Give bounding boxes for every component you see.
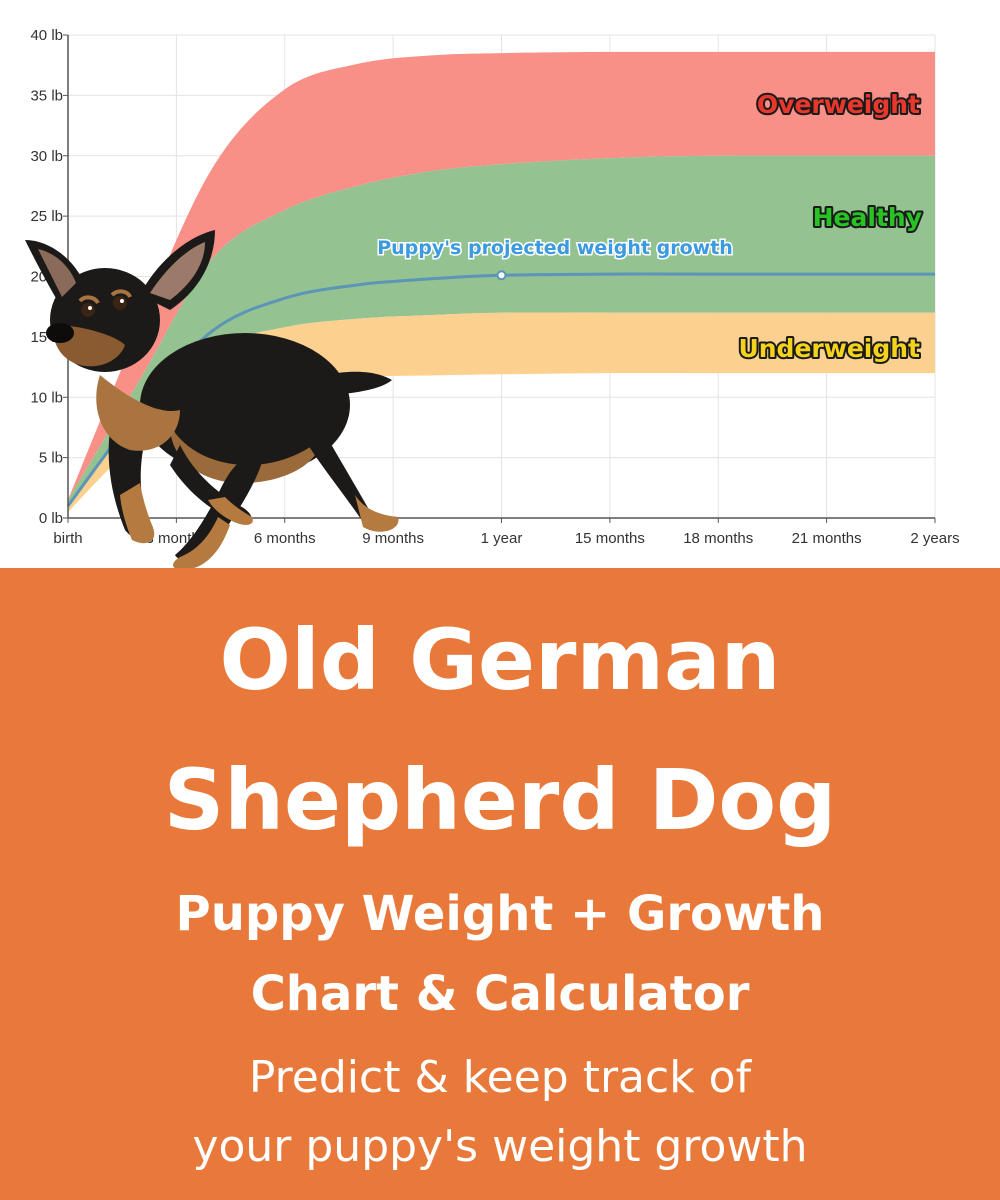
x-tick-label-4: 1 year <box>481 530 523 547</box>
title-banner: Old German Shepherd Dog Puppy Weight + G… <box>0 568 1000 1200</box>
x-tick-label-0: birth <box>53 530 82 547</box>
title-line-2: Shepherd Dog <box>163 751 837 849</box>
y-tick-label-0: 0 lb <box>39 510 63 527</box>
band-healthy <box>68 155 935 506</box>
subtitle-line-2: Chart & Calculator <box>250 966 750 1022</box>
title-line-1: Old German <box>219 611 781 709</box>
description-line-2: your puppy's weight growth <box>192 1121 808 1172</box>
x-tick-label-2: 6 months <box>254 530 316 547</box>
y-tick-label-6: 30 lb <box>30 148 63 165</box>
x-tick-label-8: 2 years <box>910 530 959 547</box>
band-overweight <box>68 51 935 500</box>
y-tick-label-1: 5 lb <box>39 450 63 467</box>
y-tick-label-2: 10 lb <box>30 389 63 406</box>
x-tick-label-5: 15 months <box>575 530 645 547</box>
description-line-1: Predict & keep track of <box>248 1052 752 1103</box>
healthy-label: Healthy <box>813 203 922 232</box>
x-tick-label-7: 21 months <box>792 530 862 547</box>
subtitle-line-1: Puppy Weight + Growth <box>175 886 825 942</box>
overweight-label: Overweight <box>757 90 920 119</box>
projection-label: Puppy's projected weight growth <box>377 237 733 259</box>
y-tick-label-8: 40 lb <box>30 27 63 44</box>
y-tick-label-7: 35 lb <box>30 87 63 104</box>
x-tick-label-3: 9 months <box>362 530 424 547</box>
projected-weight-marker <box>496 270 507 281</box>
underweight-label: Underweight <box>738 334 920 363</box>
y-tick-label-5: 25 lb <box>30 208 63 225</box>
puppy-image <box>25 230 399 570</box>
x-tick-label-6: 18 months <box>683 530 753 547</box>
